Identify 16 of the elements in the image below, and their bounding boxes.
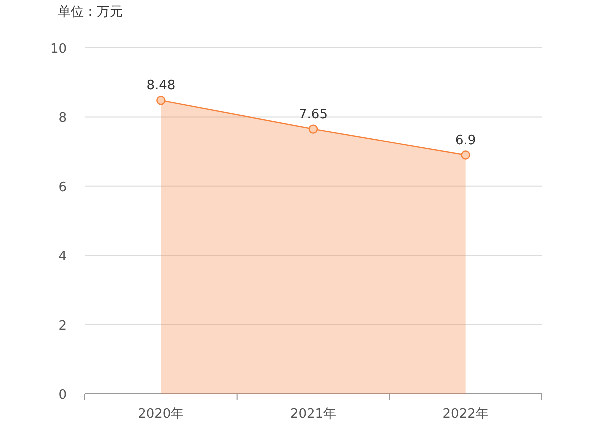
y-tick-label: 6 bbox=[58, 180, 67, 196]
x-tick-label: 2021年 bbox=[290, 407, 337, 422]
point bbox=[461, 150, 470, 160]
point bbox=[156, 96, 166, 106]
x-tick-label: 2022年 bbox=[442, 407, 489, 422]
y-tick-label: 0 bbox=[58, 388, 67, 403]
y-tick-label: 8 bbox=[58, 111, 67, 126]
x-tick-label: 2020年 bbox=[138, 407, 184, 422]
data-label: 8.48 bbox=[146, 78, 176, 94]
y-tick-label: 10 bbox=[50, 42, 67, 57]
data-label: 7.65 bbox=[299, 107, 328, 122]
point bbox=[308, 124, 318, 134]
y-axis-title: 单位：万元 bbox=[58, 5, 123, 20]
y-tick-label: 2 bbox=[58, 318, 67, 334]
data-label: 6.9 bbox=[455, 133, 476, 148]
y-tick-label: 4 bbox=[58, 250, 67, 265]
